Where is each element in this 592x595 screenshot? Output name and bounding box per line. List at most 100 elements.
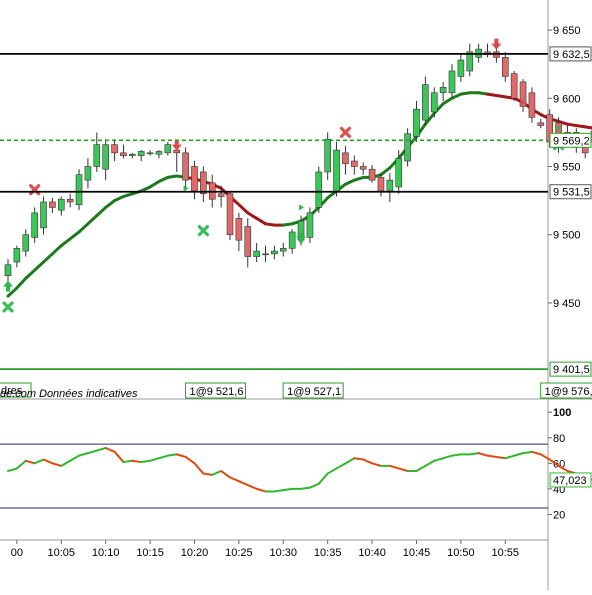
oscillator-segment xyxy=(282,487,294,492)
osc-value-box xyxy=(549,472,592,488)
candle-up xyxy=(40,201,47,229)
oscillator-segment xyxy=(486,454,498,458)
candle-up xyxy=(84,166,92,181)
oscillator-segment xyxy=(300,486,311,490)
candle-down xyxy=(49,201,56,208)
candle-up xyxy=(4,264,12,276)
time-tick-label: 10:25 xyxy=(225,547,253,559)
oscillator-segment xyxy=(530,450,542,456)
oscillator-segment xyxy=(237,480,249,487)
oscillator-segment xyxy=(7,467,18,472)
oscillator-segment xyxy=(229,476,240,483)
candle-down xyxy=(182,152,189,181)
candle-up xyxy=(253,250,260,257)
oscillator-segment xyxy=(166,453,178,457)
candle-down xyxy=(510,73,518,99)
candle-down xyxy=(501,57,509,77)
osc-value-label: 47,023 xyxy=(553,475,587,487)
candle-down xyxy=(200,171,207,195)
oscillator-segment xyxy=(33,458,45,465)
fill-marker-box xyxy=(184,382,246,399)
candle-down xyxy=(120,152,127,156)
oscillator-segment xyxy=(184,455,196,465)
candle-up xyxy=(315,171,323,208)
moving-average-segment xyxy=(352,175,365,182)
price-tag-label: 9 531,5 xyxy=(553,187,590,199)
oscillator-segment xyxy=(122,459,134,464)
candle-down xyxy=(519,81,527,107)
candle-down xyxy=(235,218,243,241)
candle-down xyxy=(66,198,74,203)
oscillator-segment xyxy=(477,452,489,457)
time-tick-label: 10:10 xyxy=(92,547,120,559)
cross-green-icon xyxy=(197,225,209,237)
price-tag-label: 9 401,5 xyxy=(553,364,590,376)
candle-up xyxy=(466,51,474,72)
oscillator-segment xyxy=(60,459,72,467)
candle-up xyxy=(279,248,287,252)
buy-arrow-icon xyxy=(3,280,13,292)
oscillator-segment xyxy=(157,454,169,460)
candle-down xyxy=(244,226,252,257)
candle-down xyxy=(359,166,367,170)
moving-average-segment xyxy=(139,185,152,193)
moving-average-segment xyxy=(379,166,392,177)
candle-down xyxy=(377,177,385,192)
candle-up xyxy=(386,179,394,192)
candle-up xyxy=(164,144,172,154)
time-tick-label: 10:50 xyxy=(447,547,475,559)
oscillator-segment xyxy=(513,452,525,457)
oscillator-segment xyxy=(451,453,462,457)
time-tick-label: 10:35 xyxy=(314,547,342,559)
moving-average-segment xyxy=(24,268,37,280)
price-tick-label: 9 650 xyxy=(553,25,581,37)
price-tag-box xyxy=(549,46,592,62)
oscillator-segment xyxy=(273,489,285,493)
oscillator-segment xyxy=(78,452,89,457)
moving-average-segment xyxy=(343,178,356,186)
fill-marker-label: 1@9 576,3 xyxy=(545,386,592,398)
moving-average-segment xyxy=(113,195,125,203)
oscillator-segment xyxy=(557,464,569,472)
price-tick-label: 9 600 xyxy=(553,93,581,105)
oscillator-segment xyxy=(353,457,365,461)
price-tick-label: 9 450 xyxy=(553,298,581,310)
candle-up xyxy=(448,70,456,94)
oscillator-segment xyxy=(175,453,187,458)
price-tag-label: 9 569,2 xyxy=(553,135,590,147)
fill-marker-label: 1@9 527,1 xyxy=(287,386,341,398)
moving-average-segment xyxy=(423,111,436,126)
candle-up xyxy=(324,138,331,173)
price-tag-box xyxy=(549,361,592,377)
time-tick-label: 10:15 xyxy=(136,547,164,559)
candle-up xyxy=(271,250,278,255)
price-tag-label: 9 632,5 xyxy=(553,49,590,61)
oscillator-segment xyxy=(140,459,152,464)
cross-red-icon xyxy=(339,126,352,138)
candle-down xyxy=(217,193,225,197)
moving-average-segment xyxy=(77,222,90,234)
oscillator-segment xyxy=(42,458,54,465)
candle-up xyxy=(93,144,101,167)
osc-tick-label: 80 xyxy=(553,433,565,445)
moving-average-segment xyxy=(237,203,250,215)
oscillator-segment xyxy=(326,467,338,475)
candle-up xyxy=(22,234,30,252)
candle-up xyxy=(333,149,340,192)
oscillator-segment xyxy=(131,459,143,464)
oscillator-segment xyxy=(95,447,107,452)
candle-up xyxy=(404,133,411,162)
info-box-label: dres xyxy=(1,385,23,397)
oscillator-segment xyxy=(539,453,551,461)
fill-marker-box xyxy=(282,382,344,399)
candle-up xyxy=(155,151,163,155)
moving-average-segment xyxy=(6,286,19,298)
oscillator-segment xyxy=(362,458,374,465)
candle-up xyxy=(430,92,438,113)
oscillator-segment xyxy=(344,457,356,465)
oscillator-segment xyxy=(15,459,27,470)
moving-average-segment xyxy=(441,96,454,106)
oscillator-segment xyxy=(220,470,231,479)
oscillator-segment xyxy=(335,462,347,470)
oscillator-segment xyxy=(24,459,36,465)
